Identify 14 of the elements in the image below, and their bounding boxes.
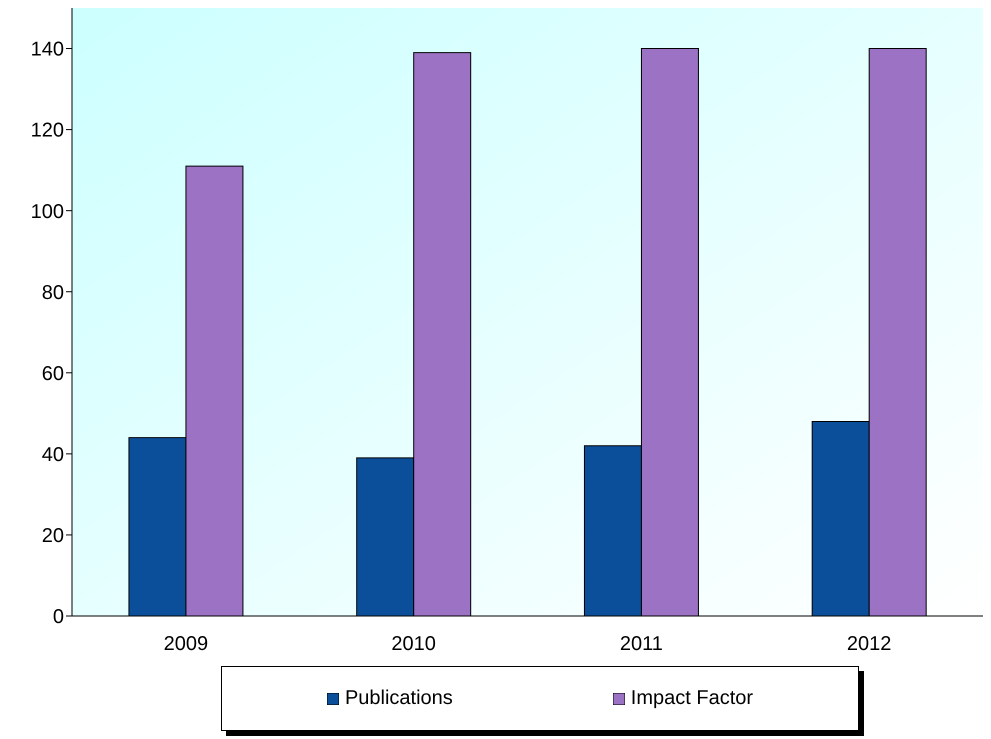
y-tick-label: 120 <box>30 120 64 142</box>
y-tick-label: 140 <box>30 38 64 61</box>
x-tick-label: 2010 <box>391 633 436 656</box>
y-tick-label: 100 <box>30 200 64 223</box>
legend-label: Publications <box>344 687 453 710</box>
x-tick-label: 2009 <box>164 633 208 656</box>
y-tick-label: 60 <box>42 362 64 385</box>
legend-label: Impact Factor <box>630 687 754 710</box>
y-tick-label: 0 <box>52 606 64 628</box>
x-tick-label: 2012 <box>846 633 892 656</box>
y-tick-label: 40 <box>42 444 64 466</box>
x-tick-label: 2011 <box>620 633 663 656</box>
y-tick-label: 20 <box>42 525 64 548</box>
y-tick-label: 80 <box>42 282 64 304</box>
